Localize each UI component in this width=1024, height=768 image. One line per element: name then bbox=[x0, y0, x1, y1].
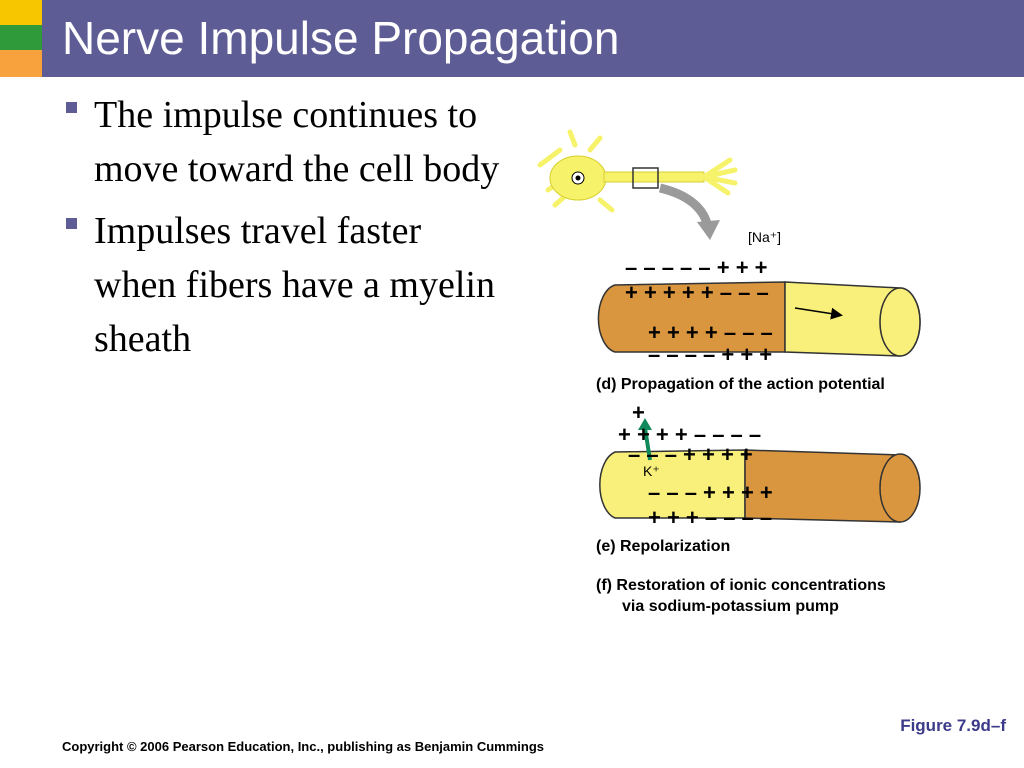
axon-segment-d: – – – – – + + + + + + + + – – – + + + + … bbox=[597, 255, 921, 367]
svg-text:+ + + – – – –: + + + – – – – bbox=[648, 505, 772, 530]
corner-orange-block bbox=[0, 50, 42, 77]
caption-restoration-line1: (f) Restoration of ionic concentrations bbox=[596, 577, 886, 594]
nerve-propagation-diagram: [Na⁺] – – – – – + + + + + + + + – – – + … bbox=[537, 129, 921, 615]
svg-text:– – – – – + + +: – – – – – + + + bbox=[625, 255, 768, 280]
svg-text:+ + + + + – – –: + + + + + – – – bbox=[625, 280, 769, 305]
svg-text:+ + + + – – – –: + + + + – – – – bbox=[618, 422, 761, 447]
corner-yellow-block bbox=[0, 0, 42, 25]
corner-green-block bbox=[0, 25, 42, 50]
caption-restoration-line2: via sodium-potassium pump bbox=[622, 598, 839, 615]
figure-reference: Figure 7.9d–f bbox=[900, 716, 1006, 735]
sodium-ion-label: [Na⁺] bbox=[748, 229, 781, 245]
bullet-text: The impulse continues to move toward the… bbox=[94, 94, 500, 190]
bullet-text: Impulses travel faster when fibers have … bbox=[94, 210, 495, 360]
title-bar bbox=[42, 0, 1024, 77]
caption-repolarization: (e) Repolarization bbox=[596, 538, 730, 555]
bullet-item: The impulse continues to move toward the… bbox=[62, 88, 502, 196]
bullet-item: Impulses travel faster when fibers have … bbox=[62, 204, 502, 366]
square-bullet-icon bbox=[66, 218, 77, 229]
svg-text:– – – + + + +: – – – + + + + bbox=[628, 442, 753, 467]
svg-text:– – – + + + +: – – – + + + + bbox=[648, 480, 773, 505]
caption-propagation: (d) Propagation of the action potential bbox=[596, 376, 885, 393]
svg-text:– – – – + + +: – – – – + + + bbox=[648, 342, 772, 367]
potassium-ion-label: K⁺ bbox=[643, 463, 660, 479]
bullet-list: The impulse continues to move toward the… bbox=[62, 88, 502, 374]
axon-segment-e: + + + + + – – – – – – – + + + + – – – + … bbox=[599, 400, 921, 530]
neuron-illustration bbox=[537, 129, 738, 240]
square-bullet-icon bbox=[66, 102, 77, 113]
slide-title: Nerve Impulse Propagation bbox=[62, 12, 620, 64]
copyright-notice: Copyright © 2006 Pearson Education, Inc.… bbox=[62, 739, 544, 754]
svg-text:+: + bbox=[632, 400, 645, 425]
svg-text:+ + + + – – –: + + + + – – – bbox=[648, 320, 773, 345]
